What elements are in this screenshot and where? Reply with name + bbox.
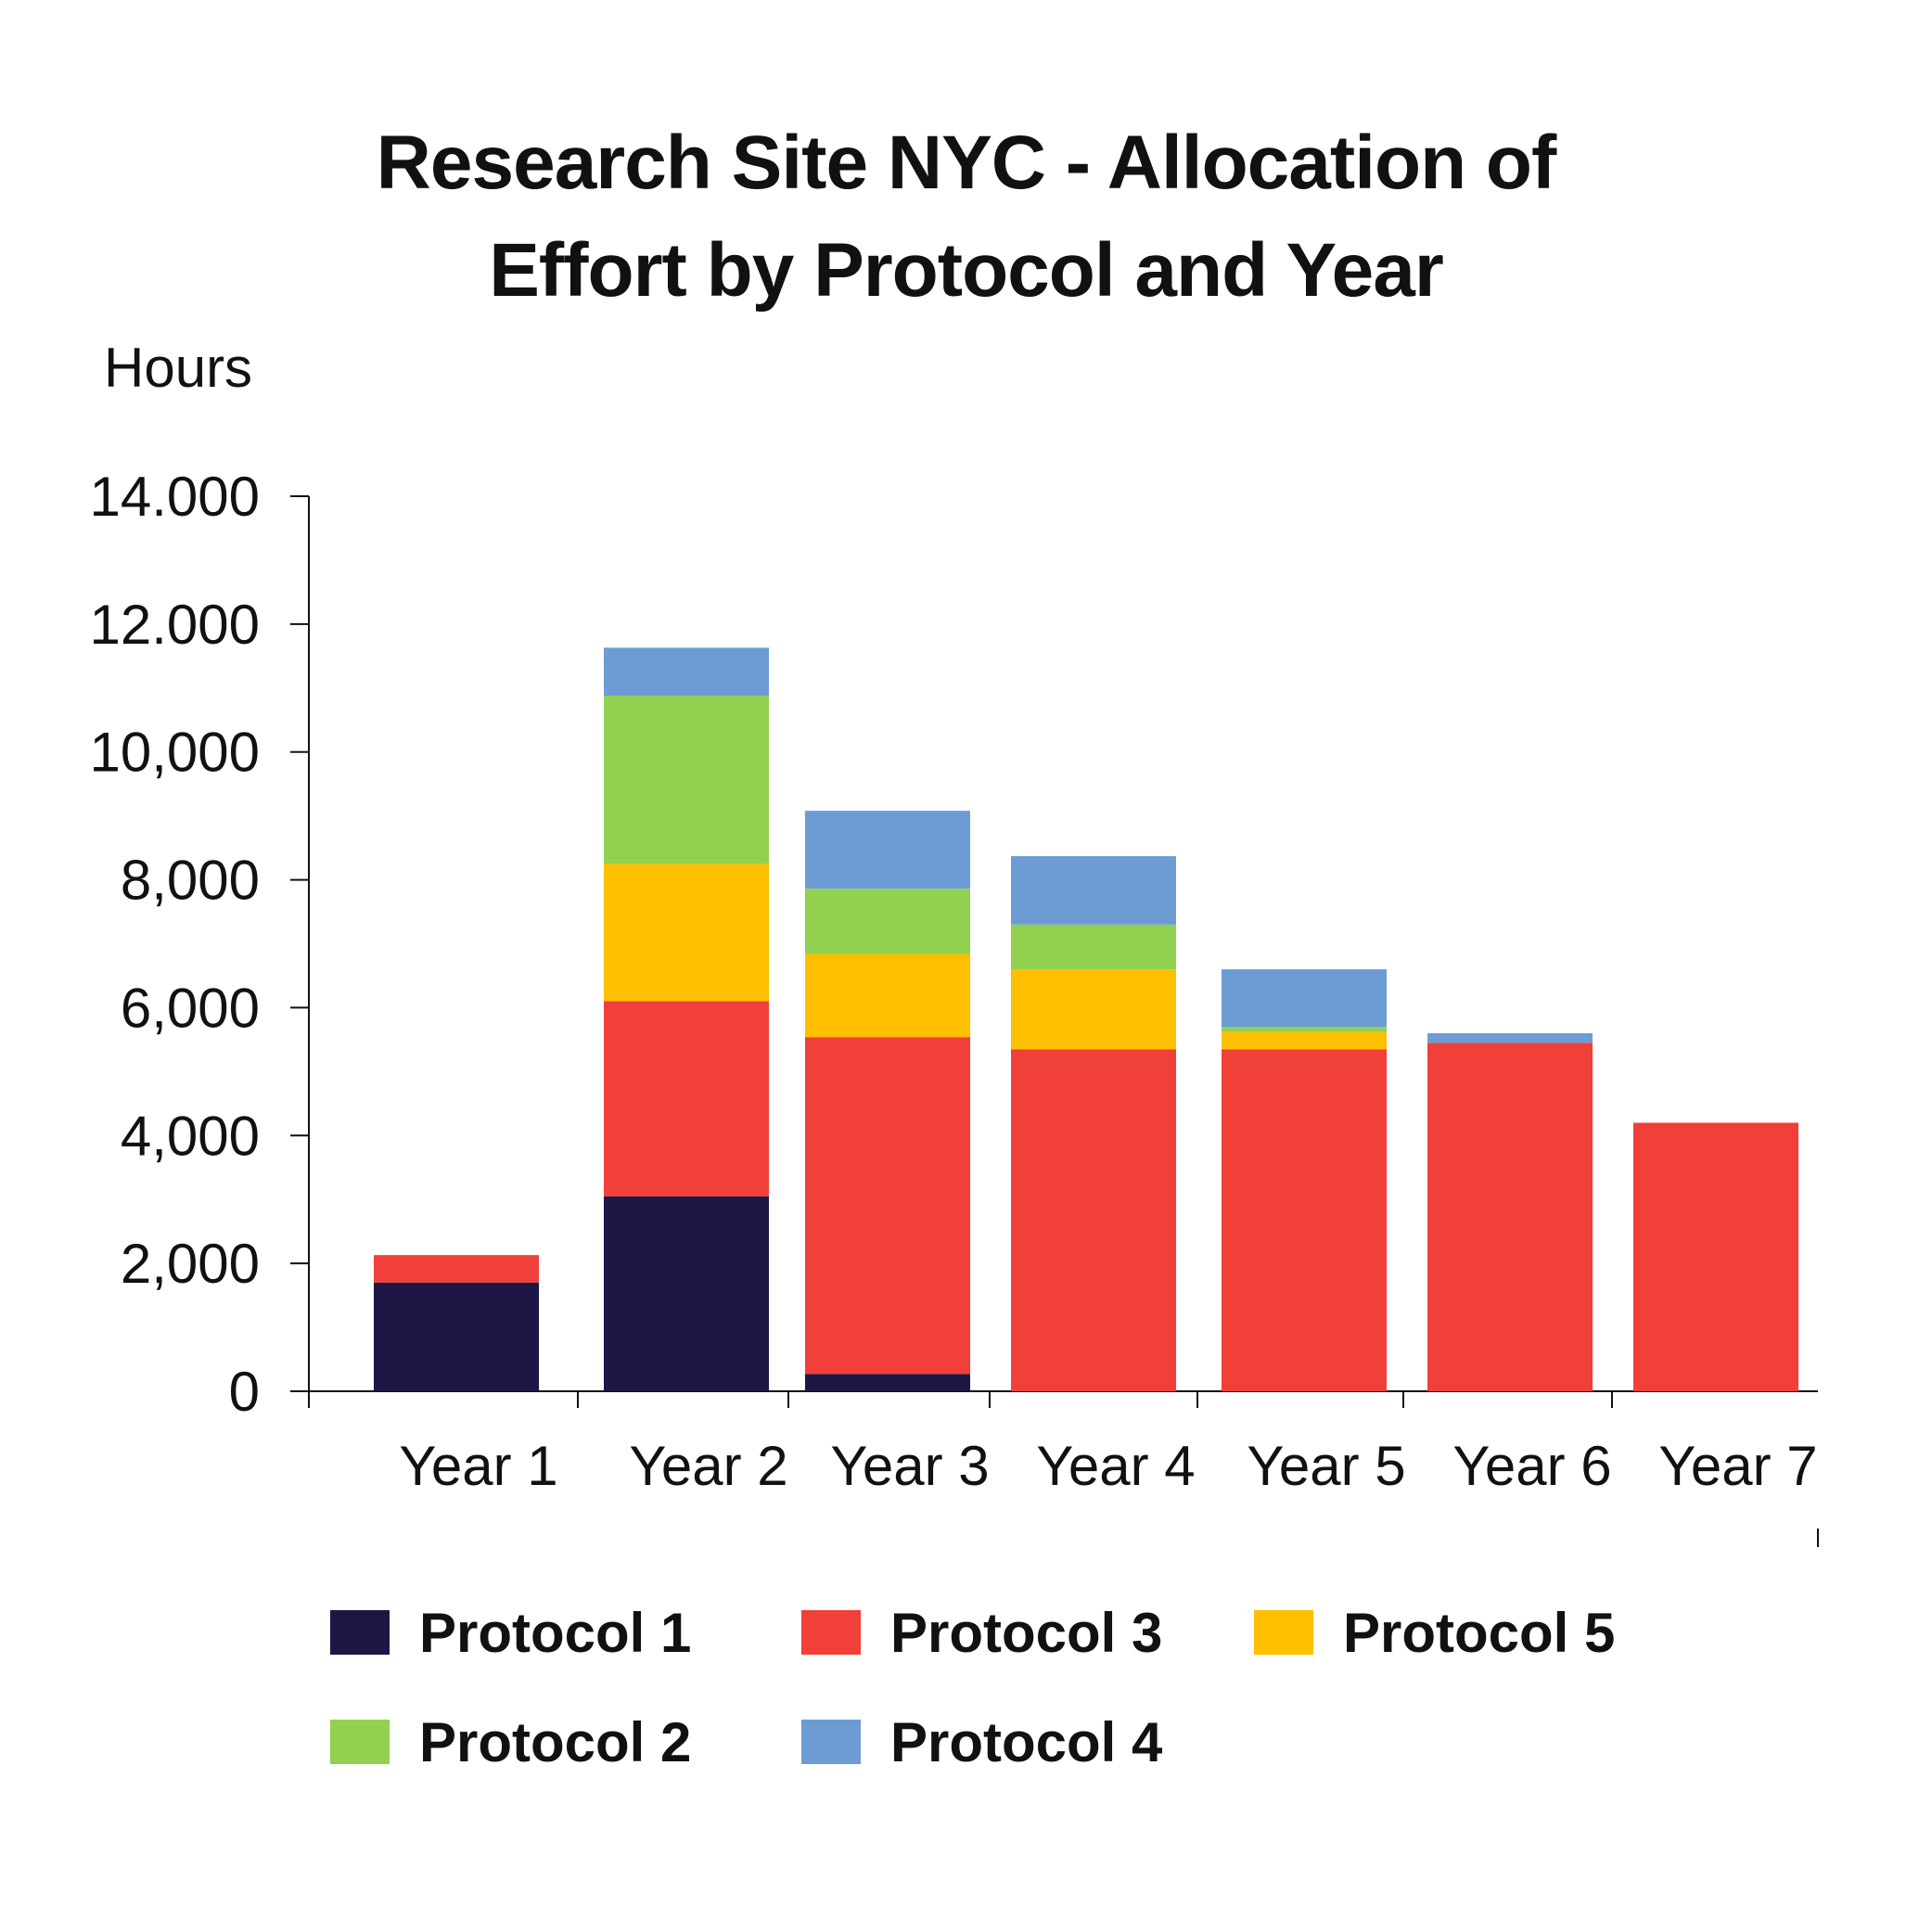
x-tick-label: Year 4 [1036,1435,1195,1497]
legend-label: Protocol 1 [419,1601,692,1664]
y-tick-label: 14.000 [89,466,260,528]
legend-swatch [330,1720,390,1764]
legend-item: Protocol 5 [1254,1595,1615,1670]
x-tick-label: Year 1 [399,1435,557,1497]
legend-label: Protocol 2 [419,1710,692,1773]
y-tick-label: 12.000 [89,594,260,656]
bar-segment [374,1282,539,1391]
bar-segment [1011,1049,1176,1391]
bar-segment [604,1001,769,1196]
legend-swatch [330,1610,390,1655]
bar-segment [604,864,769,1002]
bar-segment [604,1196,769,1391]
bar-segment [1633,1122,1798,1391]
chart-title: Research Site NYC - Allocation of Effort… [0,109,1932,325]
y-tick-label: 10,000 [89,722,260,784]
legend-swatch [801,1720,861,1764]
y-tick-label: 4,000 [121,1105,260,1167]
bar-segment [1222,1027,1387,1032]
legend-item: Protocol 1 [330,1595,691,1670]
bar-segment [374,1255,539,1283]
legend-label: Protocol 5 [1343,1601,1616,1664]
x-tick-label: Year 6 [1452,1435,1611,1497]
bar-segment [1427,1033,1593,1043]
y-tick-label: 6,000 [121,977,260,1039]
x-tick-label: Year 2 [629,1435,787,1497]
bar-segment [805,953,970,1038]
x-tick-label: Year 5 [1247,1435,1405,1497]
y-axis-label: Hours [104,337,253,399]
bar-segment [805,889,970,954]
bar-segment [604,696,769,864]
legend-label: Protocol 4 [890,1710,1163,1773]
legend-item: Protocol 3 [801,1595,1162,1670]
x-tick-label: Year 3 [830,1435,989,1497]
chart-title-line-1: Research Site NYC - Allocation of [376,121,1557,205]
bar-segment [604,647,769,697]
x-tick-label: Year 7 [1658,1435,1817,1497]
bar-segment [805,1037,970,1375]
bar-segment [1427,1043,1593,1391]
y-tick-label: 0 [229,1361,260,1423]
bar-segment [1222,1031,1387,1050]
legend-item: Protocol 2 [330,1705,691,1779]
y-tick-label: 2,000 [121,1233,260,1295]
bar-segment [1222,1049,1387,1391]
y-tick-label: 8,000 [121,850,260,912]
legend-swatch [1254,1610,1313,1655]
stacked-bar-plot: 02,0004,0006,0008,00010,00012.00014.000 … [89,466,1819,1547]
legend-swatch [801,1610,861,1655]
legend-item: Protocol 4 [801,1705,1162,1779]
bar-segment [805,1374,970,1391]
bars [374,647,1798,1391]
bar-segment [1011,969,1176,1050]
chart-title-line-2: Effort by Protocol and Year [489,228,1444,313]
legend-label: Protocol 3 [890,1601,1163,1664]
bar-segment [805,811,970,889]
x-ticks: Year 1 Year 2 Year 3 Year 4 Year 5 Year 6 Year… [308,1391,1818,1497]
bar-segment [1011,924,1176,970]
y-ticks: 0 2,000 4,000 6,000 8,000 10,000 12.000 14.000 [89,466,309,1423]
bar-segment [1222,969,1387,1028]
bar-segment [1011,856,1176,925]
